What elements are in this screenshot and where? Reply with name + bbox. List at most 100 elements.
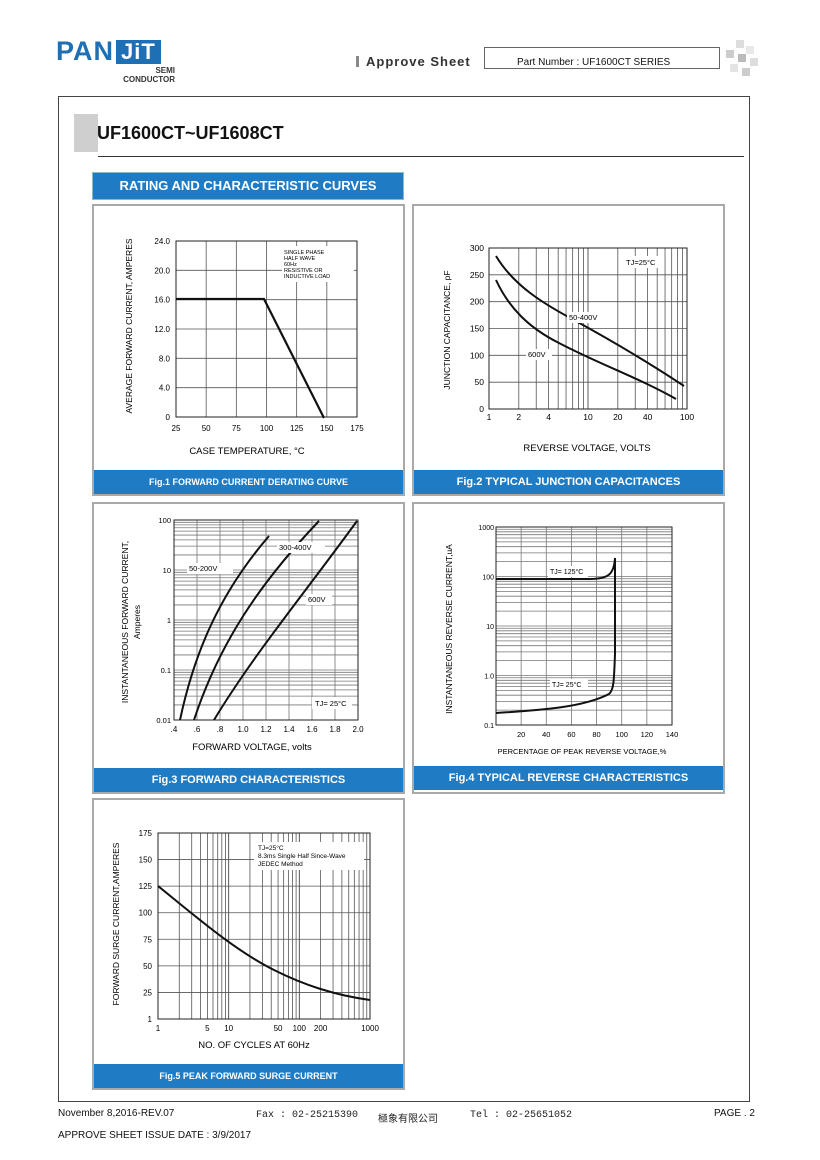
y-tick-label: 24.0	[154, 237, 170, 246]
fig3-note: TJ= 25°C	[315, 699, 347, 708]
x-tick-label: 140	[666, 730, 679, 739]
x-tick-label: 40	[542, 730, 550, 739]
y-tick-label: 125	[139, 882, 153, 891]
fig5-note-line: TJ=25°C	[258, 844, 284, 852]
fig5-note: TJ=25°C8.3ms Single Half Since-WaveJEDEC…	[258, 844, 346, 868]
fig2-panel: TJ=25°C 50-400V 600V 300 250 200 150 100 50 0 …	[412, 204, 725, 496]
x-tick-label: 1.2	[260, 725, 272, 734]
fig4-caption: Fig.4 TYPICAL REVERSE CHARACTERISTICS	[414, 766, 723, 790]
y-tick-label: 4.0	[159, 384, 171, 393]
part-number: Part Number : UF1600CT SERIES	[517, 57, 671, 68]
fig3-curve-600v	[213, 520, 358, 721]
y-tick-label: 300	[470, 243, 484, 253]
approve-sheet-label: Approve Sheet	[366, 54, 471, 69]
x-tick-label: 100	[615, 730, 628, 739]
y-tick-label: 10	[486, 624, 494, 631]
fig5-surge-curve	[157, 885, 371, 1001]
footer-issue-date: APPROVE SHEET ISSUE DATE : 3/9/2017	[58, 1130, 252, 1141]
x-tick-label: 100	[680, 412, 694, 422]
y-tick-label: 50	[143, 962, 152, 971]
fig5-ylabel: FORWARD SURGE CURRENT,AMPERES	[111, 842, 121, 1005]
x-tick-label: 2.0	[352, 725, 364, 734]
decorative-squares-icon	[726, 40, 758, 76]
fig2-note: TJ=25°C	[626, 258, 656, 267]
x-tick-label: 80	[592, 730, 600, 739]
fig5-y-ticks: 175 150 125 100 75 50 25 1	[139, 829, 153, 1024]
x-tick-label: 10	[583, 412, 593, 422]
y-tick-label: 0	[166, 413, 171, 422]
x-tick-label: 100	[293, 1024, 307, 1033]
fig2-label-600v: 600V	[528, 350, 546, 359]
fig5-panel: TJ=25°C 8.3ms Single Half Since-Wave JEDEC…	[92, 798, 405, 1090]
logo-conductor: CONDUCTOR	[123, 75, 175, 84]
fig3-label-300-400v: 300-400V	[279, 543, 312, 552]
part-number-box	[484, 47, 720, 69]
y-tick-label: 100	[139, 909, 153, 918]
y-tick-label: 100	[158, 516, 171, 525]
fig1-derating-curve	[176, 297, 325, 419]
fig4-xlabel: PERCENTAGE OF PEAK REVERSE VOLTAGE,%	[498, 747, 667, 756]
fig2-caption: Fig.2 TYPICAL JUNCTION CAPACITANCES	[414, 470, 723, 494]
x-tick-label: 1.0	[237, 725, 249, 734]
x-tick-label: 1.8	[329, 725, 341, 734]
y-tick-label: 16.0	[154, 296, 170, 305]
y-tick-label: 8.0	[159, 354, 171, 363]
x-tick-label: .6	[194, 725, 201, 734]
footer-date: November 8,2016-REV.07	[58, 1108, 175, 1119]
y-tick-label: 250	[470, 270, 484, 280]
approve-bar	[356, 56, 359, 67]
x-tick-label: 1.6	[306, 725, 318, 734]
page-title: UF1600CT~UF1608CT	[97, 123, 284, 143]
fig1-note-line: SINGLE PHASE	[284, 250, 325, 256]
title-rule	[98, 156, 744, 157]
fig4-ylabel: INSTANTANEOUS REVERSE CURRENT,uA	[444, 544, 454, 714]
logo-jit: JiT	[116, 40, 161, 64]
fig2-label-50-400v: 50-400V	[569, 313, 597, 322]
fig3-label-50-200v: 50-200V	[189, 564, 217, 573]
fig3-panel: 50-200V 300-400V 600V TJ= 25°C 100 10 1 0.1…	[92, 502, 405, 794]
fig4-curve-25c	[495, 558, 616, 714]
fig5-x-ticks: 1 5 10 50 100 200 1000	[156, 1024, 380, 1033]
x-tick-label: 40	[643, 412, 653, 422]
x-tick-label: 4	[546, 412, 551, 422]
y-tick-label: 0.01	[156, 716, 171, 725]
fig2-curve-600v	[495, 279, 677, 400]
fig3-grid	[174, 520, 358, 720]
fig1-caption: Fig.1 FORWARD CURRENT DERATING CURVE	[94, 470, 403, 494]
fig1-note-line: HALF WAVE	[284, 256, 316, 262]
footer-tel: Tel : 02-25651052	[470, 1110, 573, 1121]
fig1-note-line: RESISTIVE OR	[284, 268, 323, 274]
x-tick-label: 175	[350, 424, 364, 433]
x-tick-label: .8	[217, 725, 224, 734]
fig3-label-600v: 600V	[308, 595, 326, 604]
fig5-plot: TJ=25°C8.3ms Single Half Since-WaveJEDEC…	[111, 829, 380, 1051]
x-tick-label: 50	[274, 1024, 283, 1033]
y-tick-label: 0.1	[161, 666, 171, 675]
fig2-xlabel: REVERSE VOLTAGE, VOLTS	[523, 443, 650, 454]
fig3-y-ticks: 100 10 1 0.1 0.01	[156, 516, 171, 725]
x-tick-label: 1.4	[283, 725, 295, 734]
fig4-y-ticks: 1000 100 10 1.0 0.1	[478, 525, 494, 730]
fig2-plot: TJ=25°C 50-400V 600V 300250200150100500 …	[442, 243, 695, 454]
x-tick-label: 150	[320, 424, 334, 433]
y-tick-label: 1	[167, 616, 171, 625]
y-tick-label: 150	[139, 856, 153, 865]
x-tick-label: 20	[613, 412, 623, 422]
x-tick-label: 20	[517, 730, 525, 739]
fig5-caption: Fig.5 PEAK FORWARD SURGE CURRENT	[94, 1064, 403, 1088]
y-tick-label: 1.0	[484, 674, 494, 681]
fig1-ylabel: AVERAGE FORWARD CURRENT, AMPERES	[124, 238, 134, 413]
fig3-plot: 50-200V 300-400V 600V TJ= 25°C 100 10 1 0.1…	[120, 516, 364, 753]
y-tick-label: 1000	[478, 525, 494, 532]
section-title: RATING AND CHARACTERISTIC CURVES	[92, 172, 404, 200]
fig3-curve-50-200v	[179, 535, 270, 721]
x-tick-label: 120	[641, 730, 654, 739]
x-tick-label: 25	[172, 424, 181, 433]
fig2-x-ticks: 1 2 4 10 20 40 100	[487, 412, 695, 422]
y-tick-label: 1	[148, 1015, 153, 1024]
y-tick-label: 150	[470, 324, 484, 334]
fig5-xlabel: NO. OF CYCLES AT 60Hz	[198, 1040, 310, 1051]
fig4-plot: TJ= 125°C TJ= 25°C 1000 100 10 1.0 0.1 20 40 6…	[444, 525, 679, 756]
